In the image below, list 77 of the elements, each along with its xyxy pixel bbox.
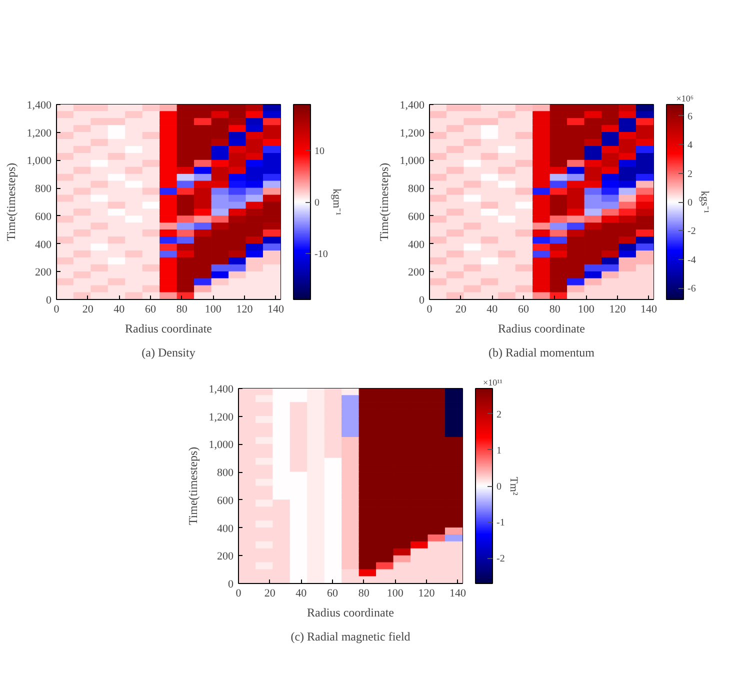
y-tick-label: 600 bbox=[217, 494, 234, 507]
color-bar-label: 0 bbox=[688, 198, 692, 208]
color-bar-title: Tm² bbox=[508, 476, 520, 496]
text: (b) Radial momentum bbox=[488, 346, 596, 360]
color-bar-label: -10 bbox=[314, 248, 328, 260]
x-tick-label: 60 bbox=[144, 304, 156, 316]
y-tick-label: 0 bbox=[228, 578, 234, 590]
y-tick-label: 200 bbox=[408, 266, 425, 279]
x-tick-label: 140 bbox=[640, 304, 658, 316]
color-bar-label: -2 bbox=[688, 226, 696, 238]
color-bar-label: 4 bbox=[688, 140, 692, 152]
y-tick-label: 400 bbox=[408, 238, 425, 251]
x-tick-label: 120 bbox=[418, 588, 436, 600]
y-tick-label: 800 bbox=[408, 183, 425, 196]
text: (a) Density bbox=[142, 346, 196, 360]
color-bar-label: 0 bbox=[496, 482, 502, 492]
x-tick-label: 0 bbox=[236, 588, 242, 600]
text: ×10¹¹ bbox=[483, 378, 503, 388]
color-bar-label: 2 bbox=[496, 409, 502, 420]
x-tick-label: 140 bbox=[450, 588, 467, 600]
y-tick-label: 1,400 bbox=[26, 100, 52, 112]
y-tick-label: 600 bbox=[35, 210, 52, 223]
x-tick-label: 100 bbox=[204, 304, 222, 316]
y-tick-label: 1,000 bbox=[26, 155, 52, 168]
x-tick-label: 0 bbox=[54, 304, 60, 316]
y-tick-label: 600 bbox=[408, 210, 425, 223]
y-axis-title: Time(timesteps) bbox=[186, 446, 200, 526]
color-bar-label: 6 bbox=[688, 111, 692, 122]
x-axis-title: Radius coordinate bbox=[125, 322, 212, 336]
x-tick-label: 20 bbox=[82, 304, 94, 316]
x-tick-label: 20 bbox=[455, 304, 467, 316]
x-axis-title: Radius coordinate bbox=[307, 606, 394, 620]
x-tick-label: 100 bbox=[386, 588, 404, 600]
y-tick-label: 0 bbox=[419, 294, 425, 306]
y-axis-title: Time(timesteps) bbox=[376, 162, 391, 242]
x-tick-label: 60 bbox=[326, 588, 338, 600]
x-tick-label: 60 bbox=[518, 304, 530, 316]
x-axis-title: Radius coordinate bbox=[498, 322, 585, 336]
x-tick-label: 80 bbox=[358, 588, 370, 600]
color-bar-label: 0 bbox=[314, 198, 320, 208]
color-bar-title: kgs⁻¹ bbox=[698, 190, 710, 214]
x-tick-label: 80 bbox=[549, 304, 561, 316]
color-bar-label: 2 bbox=[688, 168, 692, 180]
y-tick-label: 0 bbox=[46, 294, 52, 306]
text: ×10⁶ bbox=[676, 94, 694, 104]
text: (c) Radial magnetic field bbox=[290, 630, 410, 644]
y-axis-title: Time(timesteps) bbox=[4, 162, 18, 242]
x-tick-label: 120 bbox=[609, 304, 626, 316]
y-tick-label: 800 bbox=[217, 467, 234, 480]
x-tick-label: 120 bbox=[236, 304, 254, 316]
x-tick-label: 0 bbox=[426, 304, 433, 316]
y-tick-label: 800 bbox=[35, 183, 52, 196]
color-bar-label: 1 bbox=[496, 445, 502, 456]
color-bar-label: -1 bbox=[496, 518, 505, 529]
color-bar-label: -4 bbox=[688, 254, 696, 266]
y-tick-label: 1,000 bbox=[208, 439, 234, 452]
y-tick-label: 400 bbox=[217, 522, 234, 535]
y-tick-label: 1,400 bbox=[400, 100, 425, 112]
y-tick-label: 1,400 bbox=[208, 384, 234, 396]
color-bar-title: kgm⁻¹ bbox=[330, 188, 342, 216]
x-tick-label: 20 bbox=[264, 588, 276, 600]
x-tick-label: 100 bbox=[578, 304, 595, 316]
y-tick-label: 1,000 bbox=[400, 155, 425, 168]
color-bar-label: 10 bbox=[314, 146, 324, 158]
x-tick-label: 40 bbox=[114, 304, 126, 316]
x-tick-label: 140 bbox=[268, 304, 285, 316]
y-tick-label: 200 bbox=[217, 550, 234, 563]
x-tick-label: 80 bbox=[176, 304, 188, 316]
y-tick-label: 400 bbox=[35, 238, 52, 251]
y-tick-label: 200 bbox=[35, 266, 52, 279]
x-tick-label: 40 bbox=[486, 304, 498, 316]
y-tick-label: 1,200 bbox=[208, 411, 234, 424]
color-bar-label: -2 bbox=[496, 554, 505, 565]
y-tick-label: 1,200 bbox=[400, 127, 425, 140]
color-bar-label: -6 bbox=[688, 284, 696, 295]
x-tick-label: 40 bbox=[296, 588, 308, 600]
y-tick-label: 1,200 bbox=[26, 127, 52, 140]
